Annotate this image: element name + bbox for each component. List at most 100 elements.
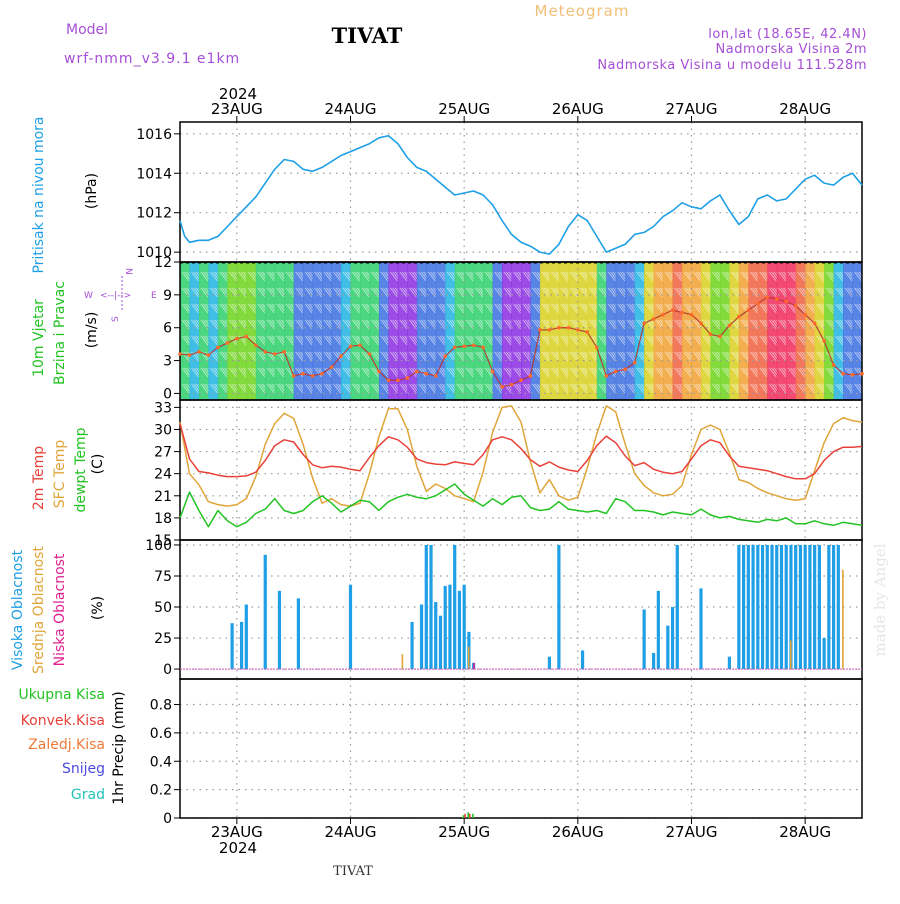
wind-speed-point [689,312,694,317]
wind-barb [380,319,389,330]
wind-barb [683,351,692,362]
wind-barb [607,319,616,330]
wind-barb [749,319,758,330]
wind-speed-point [727,323,732,328]
wind-barb [333,335,341,346]
wind-band [700,262,711,400]
wind-band [341,262,351,400]
wind-speed-point [576,328,580,332]
wind-tick-label: 0 [163,386,172,402]
pressure-tick-label: 1016 [136,127,172,143]
wind-barb [712,383,720,394]
wind-barb [352,351,360,362]
wind-barb [304,271,313,282]
wind-barb [721,287,730,298]
wind-barb [285,351,294,362]
wind-barb [342,367,351,378]
wind-barb [797,367,806,378]
wind-barb [759,351,768,362]
wind-speed-point [557,325,561,330]
wind-barb [712,319,720,330]
wind-barb [408,351,417,362]
wind-barb [532,367,540,378]
wind-barb [825,319,834,330]
wind-grid: 0 3 6 9 12 [154,255,862,402]
wind-barb [759,383,768,394]
cloud-bar [230,623,234,670]
wind-barb [465,271,474,282]
wind-barb [342,271,351,282]
precip-tick-label: 0.8 [150,698,172,714]
wind-barb [380,383,389,394]
wind-barb [579,303,588,314]
wind-barb [285,319,294,330]
wind-barb [532,287,540,298]
wind-speed-point [348,344,353,349]
wind-barb [380,303,389,314]
wind-band [625,262,636,400]
wind-barb [276,271,285,282]
wind-barb [503,287,512,298]
wind-barb [210,367,218,378]
wind-speed-point [746,308,751,312]
day-label-bottom: 25AUG [438,823,490,841]
wind-barb [655,287,664,298]
wind-barb [418,351,427,362]
wind-barb [257,367,266,378]
wind-compass: N S W E <--|--> [84,268,157,322]
cloud-bar [775,544,779,670]
wind-barb [551,271,559,282]
cloud-bar [244,604,248,670]
wind-barb [532,351,540,362]
wind-barb [626,303,635,314]
wind-speed-point [225,341,230,345]
wind-barb [721,303,730,314]
wind-barb [295,383,304,394]
wind-barb [266,351,275,362]
wind-barb [342,383,351,394]
wind-barb [408,367,417,378]
wind-speed-point [443,354,448,358]
wind-barb [740,351,749,362]
wind-barb [465,303,474,314]
wind-speed-point [661,312,665,317]
wind-barb [361,271,370,282]
wind-barb [702,319,711,330]
cloud-bar [803,544,807,670]
wind-barb [617,303,626,314]
wind-barb [730,287,739,298]
wind-barb [551,335,559,346]
precip-legend-snow: Snijeg [62,761,105,777]
wind-barb [674,271,682,282]
wind-barb [835,367,843,378]
wind-barb [655,335,664,346]
wind-band [435,262,446,400]
wind-barb [844,271,853,282]
wind-barb [588,303,597,314]
wind-barb [228,367,237,378]
wind-barb [361,367,370,378]
wind-speed-point [566,325,571,330]
wind-barb [858,303,867,314]
wind-barb [532,303,540,314]
wind-barb [797,351,806,362]
wind-barb [636,383,645,394]
wind-barb [816,335,825,346]
wind-barb [730,351,739,362]
wind-speed-point [774,297,779,302]
wind-barb [389,335,398,346]
wind-barb [276,319,285,330]
wind-barb [541,303,550,314]
wind-speed-point [756,301,760,306]
pressure-tick-label: 1014 [136,166,172,182]
wind-barb [513,303,521,314]
cloud-bar [296,598,301,670]
wind-barb [844,303,853,314]
wind-barb [456,351,465,362]
cloud-bar [557,544,561,670]
wind-barb [683,287,692,298]
wind-barb [835,303,843,314]
wind-barb [494,335,502,346]
wind-barb [569,383,578,394]
wind-barb [674,367,682,378]
